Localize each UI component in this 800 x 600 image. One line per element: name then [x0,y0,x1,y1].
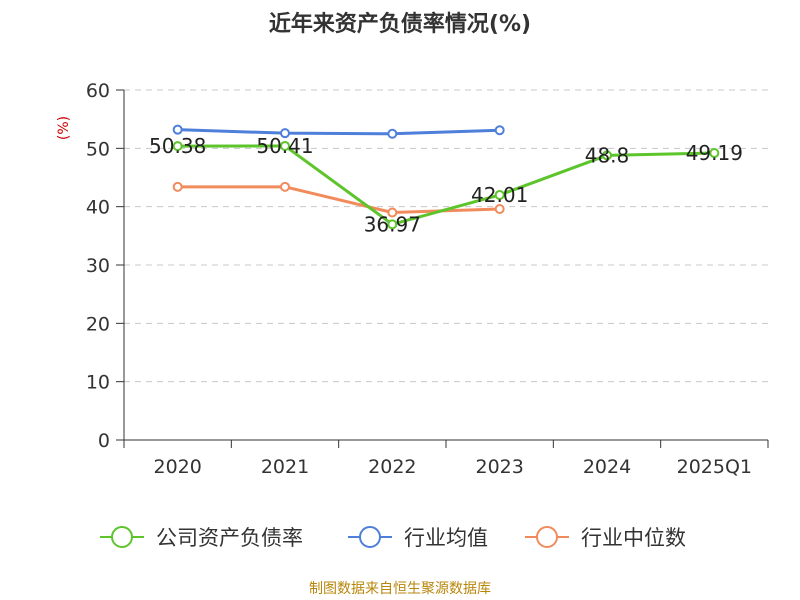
data-point [280,140,290,151]
data-point [172,181,183,192]
y-tick-label: 40 [86,197,110,219]
legend-label-0: 公司资产负债率 [156,526,303,550]
x-tick-label: 2023 [475,456,523,478]
y-tick-label: 60 [86,80,110,102]
data-point [387,207,398,218]
legend-label-1: 行业均值 [404,526,488,550]
data-point [494,204,505,214]
source-note: 制图数据来自恒生聚源数据库 [309,581,491,597]
series-line-1 [177,128,500,136]
data-point [172,124,183,135]
chart-title: 近年来资产负债率情况(%) [268,12,532,37]
series-line-0 [177,144,715,226]
data-point [172,141,183,152]
data-label: 42.01 [471,183,528,207]
y-tick-label: 0 [98,430,110,452]
axes: 0 10 20 30 40 50 60 2020 2021 2022 2023 2024 2025Q1 [86,80,769,478]
data-label: 50.38 [149,134,206,158]
data-point [280,181,290,192]
legend-marker-0 [111,526,133,548]
data-point [494,189,505,200]
data-point [602,150,612,161]
data-point [387,128,398,139]
legend: 公司资产负债率 行业均值 行业中位数 [100,526,686,550]
y-tick-label: 10 [86,372,110,394]
data-point [709,148,720,159]
data-label: 48.8 [585,143,630,167]
x-tick-label: 2022 [368,456,416,478]
data-point [387,219,398,230]
x-tick-label: 2025Q1 [677,456,752,478]
data-point [280,128,290,139]
grid-lines [124,89,768,383]
data-label: 50.41 [256,134,313,158]
series-layer: 50.38 50.41 36.97 42.01 48.8 49.19 [149,124,743,236]
data-label: 36.97 [364,212,421,236]
y-axis-label: (%) [56,116,72,140]
x-tick-label: 2021 [261,456,309,478]
data-label: 49.19 [686,141,743,165]
x-tick-label: 2024 [583,456,631,478]
data-point [494,125,505,136]
legend-marker-1 [359,526,381,548]
y-tick-label: 30 [86,255,110,277]
x-tick-label: 2020 [153,456,201,478]
y-tick-label: 20 [86,313,110,335]
y-tick-label: 50 [86,138,110,160]
legend-marker-2 [536,526,558,548]
legend-label-2: 行业中位数 [581,526,686,550]
